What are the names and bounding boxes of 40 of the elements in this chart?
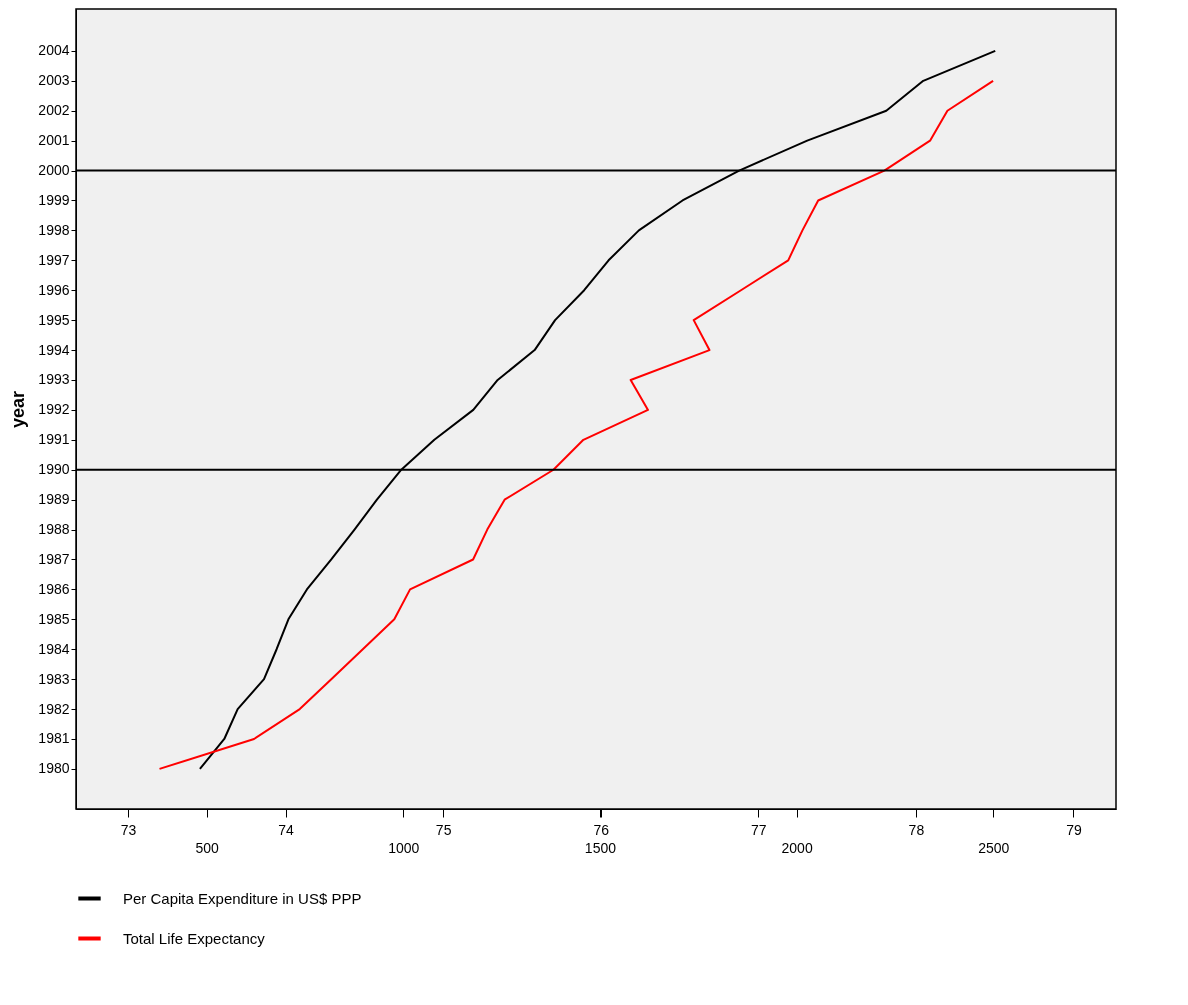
y-tick-label: 1997 <box>38 251 70 268</box>
y-tick-label: 1989 <box>38 491 70 508</box>
x-tick-label: 500 <box>195 839 219 856</box>
x2-tick-label: 77 <box>751 821 767 838</box>
x2-tick-label: 76 <box>593 821 610 838</box>
x-tick-label: 1000 <box>388 839 420 856</box>
x2-tick-label: 75 <box>435 821 452 838</box>
y-tick-label: 2000 <box>38 162 70 179</box>
y-tick-label: 1985 <box>38 610 70 627</box>
x-tick-label: 2500 <box>978 839 1010 856</box>
x2-tick-label: 78 <box>908 821 925 838</box>
y-axis-title: year <box>8 390 29 429</box>
legend-label: Per Capita Expenditure in US$ PPP <box>123 889 362 907</box>
y-tick-label: 1991 <box>38 431 70 448</box>
legend-label: Total Life Expectancy <box>123 929 266 947</box>
y-tick-label: 1982 <box>38 700 70 717</box>
y-tick-label: 2004 <box>38 42 70 59</box>
y-tick-label: 1994 <box>38 341 70 358</box>
x2-tick-label: 74 <box>278 821 295 838</box>
y-tick-label: 1996 <box>38 281 70 298</box>
x2-tick-label: 79 <box>1066 821 1082 838</box>
y-tick-label: 1981 <box>38 730 70 747</box>
y-tick-label: 2001 <box>38 132 70 149</box>
y-tick-label: 1988 <box>38 521 70 538</box>
y-tick-label: 1980 <box>38 760 70 777</box>
y-tick-label: 1987 <box>38 550 70 567</box>
y-tick-label: 1986 <box>38 580 70 597</box>
y-tick-label: 2002 <box>38 102 70 119</box>
y-tick-label: 1998 <box>38 221 70 238</box>
y-tick-label: 1990 <box>38 461 70 478</box>
y-tick-label: 1995 <box>38 311 70 328</box>
x2-tick-label: 73 <box>120 821 137 838</box>
y-tick-label: 1984 <box>38 640 70 657</box>
x-tick-label: 2000 <box>781 839 813 856</box>
y-tick-label: 1999 <box>38 191 70 208</box>
y-tick-label: 1993 <box>38 371 70 388</box>
y-tick-label: 1992 <box>38 401 70 418</box>
y-tick-label: 2003 <box>38 72 70 89</box>
x-tick-label: 1500 <box>584 839 617 856</box>
y-tick-label: 1983 <box>38 670 70 687</box>
